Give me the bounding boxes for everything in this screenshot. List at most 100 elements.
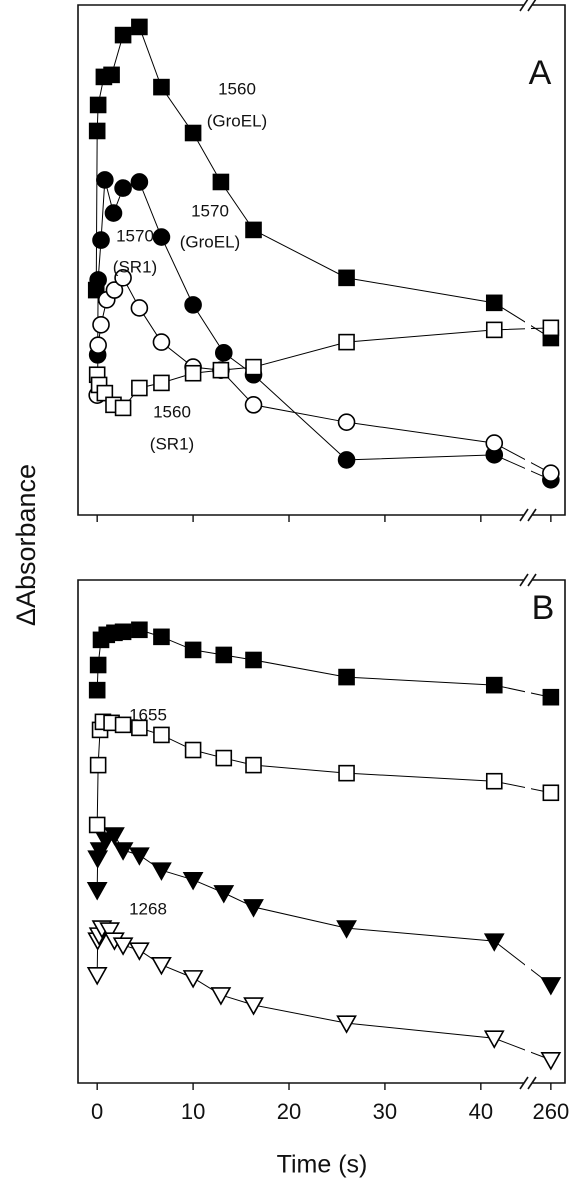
square-marker: [245, 358, 262, 376]
panel-label: A: [529, 54, 552, 92]
triangle-marker: [86, 882, 108, 901]
circle-marker: [337, 451, 356, 469]
frame: [77, 4, 566, 516]
axis-break-gap: [525, 2, 531, 518]
circle-marker: [152, 228, 171, 246]
triangle-marker: [540, 1052, 562, 1071]
square-marker: [131, 719, 148, 737]
circle-marker: [130, 299, 149, 317]
square-marker: [184, 741, 202, 759]
square-marker: [338, 764, 355, 782]
x-tick-label: 10: [181, 1099, 205, 1124]
triangle-marker: [336, 920, 357, 939]
series-line: [96, 927, 552, 1061]
triangle-marker: [129, 942, 150, 961]
square-marker: [88, 122, 106, 140]
circle-marker: [130, 173, 149, 191]
circle-marker: [114, 269, 132, 287]
circle-marker: [104, 204, 123, 222]
series-line: [97, 179, 552, 481]
square-marker: [215, 749, 233, 767]
x-tick-label: 260: [532, 1099, 569, 1124]
x-tick-label: 30: [373, 1099, 397, 1124]
circle-marker: [89, 336, 107, 354]
triangle-marker: [182, 970, 204, 989]
x-tick-label: 20: [277, 1099, 301, 1124]
x-tick-label: 40: [469, 1099, 493, 1124]
triangle-marker: [210, 987, 232, 1006]
triangle-marker: [243, 899, 264, 918]
square-marker: [89, 656, 107, 674]
square-marker: [114, 716, 132, 734]
square-marker: [245, 221, 262, 239]
break-mark: [527, 0, 537, 12]
triangle-marker: [483, 933, 505, 952]
circle-marker: [96, 171, 114, 189]
square-marker: [131, 18, 148, 36]
circle-marker: [244, 396, 263, 414]
break-mark: [527, 573, 537, 587]
frame: [77, 579, 566, 1084]
square-marker: [542, 784, 560, 802]
break-mark: [527, 508, 537, 522]
square-marker: [485, 294, 503, 312]
circle-marker: [542, 464, 560, 482]
triangle-marker: [112, 842, 134, 861]
square-marker: [184, 364, 202, 382]
circle-marker: [152, 333, 171, 351]
circle-marker: [92, 231, 110, 249]
circle-marker: [184, 296, 202, 314]
square-marker: [153, 628, 170, 646]
square-marker: [131, 621, 148, 639]
y-axis-label: ΔAbsorbance: [11, 464, 41, 626]
series-line: [95, 26, 552, 339]
annotation: (GroEL): [180, 232, 240, 251]
break-mark: [519, 1076, 529, 1090]
square-marker: [103, 66, 120, 84]
break-mark: [519, 0, 529, 12]
x-axis-label: Time (s): [277, 1151, 368, 1179]
axis-break-gap: [525, 577, 531, 1086]
square-marker: [245, 651, 262, 669]
triangle-marker: [483, 1030, 505, 1049]
circle-marker: [89, 271, 107, 289]
triangle-marker: [336, 1015, 357, 1034]
triangle-marker: [151, 956, 172, 976]
annotation: 1560: [153, 402, 191, 421]
square-marker: [114, 623, 132, 641]
triangle-marker: [86, 967, 108, 986]
square-marker: [153, 726, 170, 744]
square-marker: [212, 173, 230, 191]
annotation: 1268: [129, 899, 167, 918]
square-marker: [88, 681, 106, 699]
triangle-marker: [104, 827, 125, 846]
annotation: 1570: [191, 201, 229, 220]
square-marker: [215, 646, 233, 664]
x-tick-label: 0: [91, 1099, 103, 1124]
triangle-marker: [182, 871, 204, 891]
annotation: (SR1): [150, 434, 194, 453]
square-marker: [184, 124, 202, 142]
circle-marker: [214, 344, 233, 362]
square-marker: [114, 399, 132, 417]
square-marker: [184, 641, 202, 659]
triangle-marker: [99, 922, 121, 941]
circle-marker: [485, 434, 504, 452]
triangle-marker: [129, 847, 150, 866]
square-marker: [153, 374, 170, 392]
circle-marker: [105, 281, 124, 299]
square-marker: [485, 676, 503, 694]
annotation: (SR1): [113, 257, 157, 276]
triangle-marker: [112, 937, 134, 956]
circle-marker: [92, 315, 110, 334]
square-marker: [153, 78, 170, 96]
break-mark: [527, 1076, 537, 1090]
panel-label: B: [532, 589, 555, 627]
square-marker: [485, 772, 503, 790]
triangle-marker: [243, 997, 264, 1016]
square-marker: [212, 361, 230, 379]
triangle-marker: [540, 977, 562, 996]
annotation: 1560: [218, 79, 256, 98]
square-marker: [131, 379, 148, 397]
